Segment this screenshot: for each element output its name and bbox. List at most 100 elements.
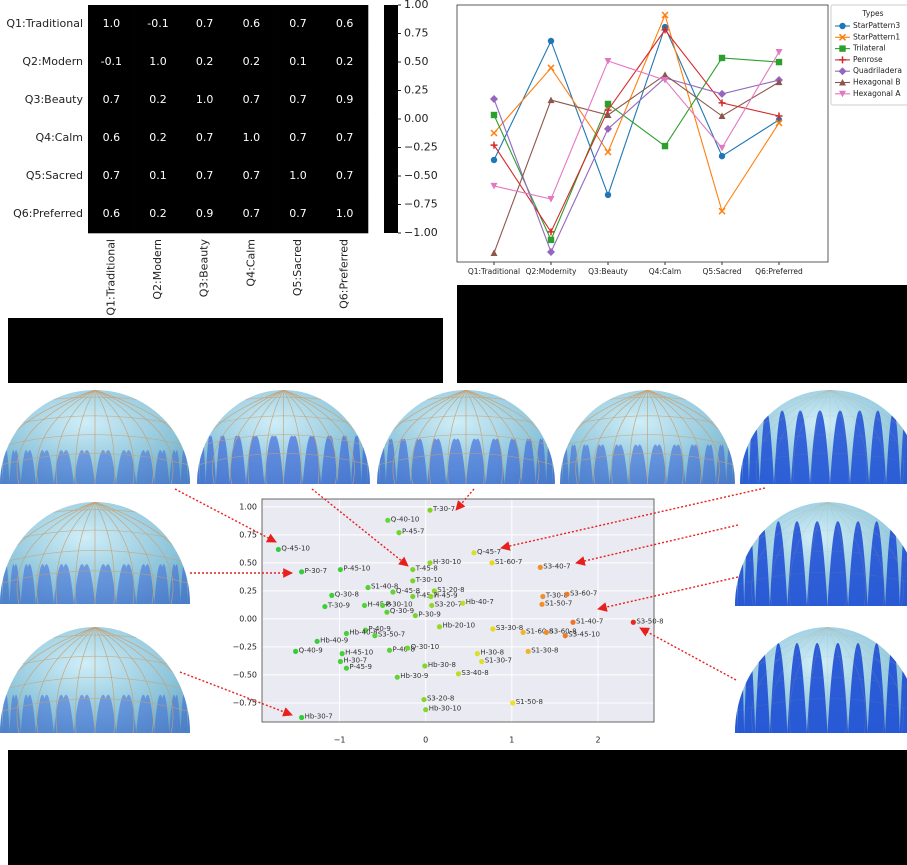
dome-panel (740, 411, 742, 484)
point (338, 659, 343, 664)
cell-label: 0.7 (243, 207, 261, 220)
y-tick-label: −0.25 (232, 642, 257, 651)
point-label: S3-20-8 (427, 695, 454, 703)
point (719, 153, 725, 159)
dome-image (733, 500, 907, 608)
point (395, 675, 400, 680)
y-tick-label: 0.75 (239, 530, 257, 539)
cell-label: 0.2 (336, 55, 354, 68)
cell-label: 1.0 (289, 169, 307, 182)
point-label: Q-30-10 (411, 643, 440, 651)
colorbar-tick-label: −1.00 (404, 226, 438, 239)
point-label: Hb-40-7 (466, 598, 494, 606)
point (344, 666, 349, 671)
point-label: S1-30-8 (531, 646, 558, 654)
row-label: Q4:Calm (35, 131, 83, 144)
point-label: Hb-30-7 (305, 713, 333, 721)
column-label: Q5:Sacred (291, 239, 304, 296)
point (365, 585, 370, 590)
point (384, 610, 389, 615)
x-tick-label: Q4:Calm (649, 267, 681, 276)
point-label: T-30-7 (432, 505, 455, 513)
plot-background (262, 499, 654, 722)
y-tick-label: 0.25 (239, 586, 257, 595)
x-tick-label: Q5:Sacred (703, 267, 742, 276)
point (405, 645, 410, 650)
cell-label: 0.2 (149, 93, 167, 106)
row-label: Q2:Modern (22, 55, 83, 68)
point (475, 651, 480, 656)
dome-image (0, 388, 192, 486)
x-tick-label: 1 (509, 736, 514, 745)
point (299, 569, 304, 574)
cell-label: 0.7 (196, 131, 214, 144)
dome-image (558, 388, 738, 486)
point-label: Hb-30-9 (400, 672, 428, 680)
point (564, 592, 569, 597)
point-label: H-45-9 (434, 591, 458, 599)
point (410, 594, 415, 599)
point-label: T-30-9 (327, 602, 350, 610)
point (460, 601, 465, 606)
point-label: S3-50-7 (378, 631, 405, 639)
x-tick-label: −1 (334, 736, 346, 745)
dome-panel (737, 643, 744, 733)
point (544, 630, 549, 635)
point-label: S1-40-7 (576, 617, 603, 625)
cell-label: 0.7 (196, 169, 214, 182)
point (410, 567, 415, 572)
point (538, 565, 543, 570)
point (387, 648, 392, 653)
colorbar-tick-label: −0.25 (404, 141, 438, 154)
dome-panel (368, 436, 370, 484)
point (437, 624, 442, 629)
point-label: S1-50-8 (516, 698, 543, 706)
point (540, 594, 545, 599)
point (372, 633, 377, 638)
cell-label: 0.7 (289, 131, 307, 144)
point (548, 237, 554, 243)
point (293, 649, 298, 654)
cell-label: 1.0 (196, 93, 214, 106)
point (776, 59, 782, 65)
point-label: Q-45-10 (281, 544, 310, 552)
point (548, 38, 554, 44)
scatter-chart: −10121.000.750.500.250.00−0.25−0.50−0.75… (232, 499, 663, 745)
cell-label: 0.2 (196, 55, 214, 68)
point-label: P-45-7 (402, 528, 424, 536)
dome-panel (199, 436, 205, 484)
cell-label: 1.0 (243, 131, 261, 144)
dome-panel (735, 521, 737, 606)
cell-label: 1.0 (103, 17, 121, 30)
point (427, 508, 432, 513)
cell-label: 0.9 (336, 93, 354, 106)
point-label: S3-20-7 (435, 600, 462, 608)
point-label: Q-40-9 (299, 646, 323, 654)
dome-image (0, 625, 192, 735)
arrow (640, 628, 736, 680)
point-label: T-30-10 (415, 576, 443, 584)
colorbar-tick-label: 0.25 (404, 84, 429, 97)
point-label: H-30-8 (480, 649, 504, 657)
x-tick-label: Q3:Beauty (588, 267, 628, 276)
y-tick-label: −0.50 (232, 670, 257, 679)
point (605, 192, 611, 198)
point-label: S1-60-7 (495, 558, 522, 566)
point (662, 143, 668, 149)
colorbar-tick-label: −0.50 (404, 169, 438, 182)
figure: 1.0-0.10.70.60.70.6-0.11.00.20.20.10.20.… (0, 0, 907, 865)
point (422, 663, 427, 668)
row-label: Q6:Preferred (13, 207, 83, 220)
cell-label: 0.6 (243, 17, 261, 30)
point (344, 631, 349, 636)
colorbar-tick-label: 0.75 (404, 27, 429, 40)
point-label: P-45-9 (349, 663, 371, 671)
dome-panel (197, 436, 199, 484)
point-label: Hb-40-9 (320, 636, 348, 644)
dome-panel (379, 439, 386, 484)
legend-label: Trilateral (852, 44, 886, 53)
point (410, 578, 415, 583)
cell-label: 0.2 (243, 55, 261, 68)
redaction (457, 285, 907, 383)
point (563, 633, 568, 638)
